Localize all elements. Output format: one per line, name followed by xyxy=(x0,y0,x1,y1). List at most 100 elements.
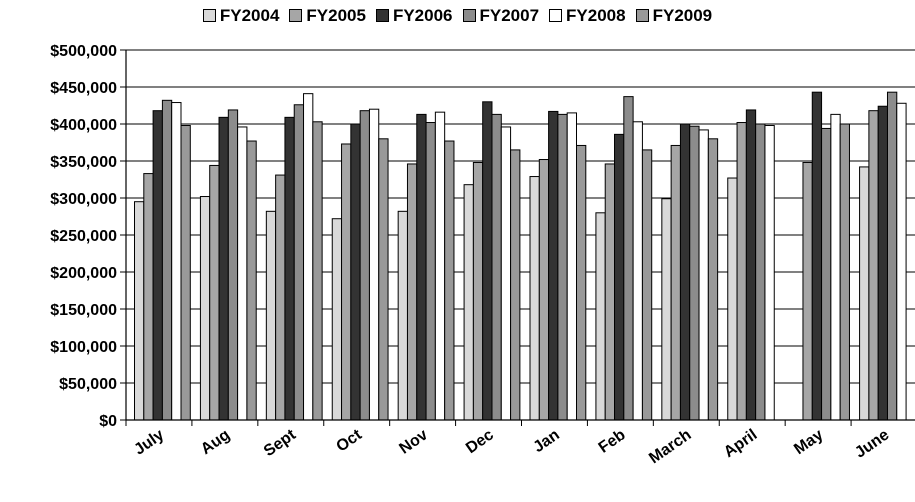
x-tick-label: March xyxy=(646,426,694,467)
legend-item: FY2004 xyxy=(202,6,280,26)
y-tick-label: $200,000 xyxy=(50,265,117,282)
bar xyxy=(548,110,559,421)
bar xyxy=(764,124,775,421)
x-tick-label: Nov xyxy=(396,426,431,457)
bar xyxy=(425,122,436,421)
legend-item: FY2008 xyxy=(549,6,626,26)
bar xyxy=(218,116,229,421)
bar xyxy=(632,121,643,421)
bar xyxy=(472,161,484,421)
bar xyxy=(350,123,361,421)
y-axis-ticks: $0 $50,000 $100,000 $150,000 $200,000 $250,00… xyxy=(50,43,126,430)
bar xyxy=(397,210,408,421)
bar xyxy=(152,110,163,421)
bar xyxy=(341,143,352,421)
legend-swatch xyxy=(462,9,476,22)
bar xyxy=(378,138,389,421)
bar xyxy=(510,149,521,421)
y-tick-label: $300,000 xyxy=(50,191,117,208)
bar xyxy=(482,101,493,421)
y-tick-label: $250,000 xyxy=(50,228,117,245)
bar xyxy=(661,198,672,421)
bar xyxy=(821,127,832,421)
bar xyxy=(811,91,823,421)
bar xyxy=(538,159,550,421)
legend-swatch xyxy=(202,9,216,22)
bar xyxy=(444,140,455,421)
bar xyxy=(180,124,191,421)
x-tick-label: July xyxy=(131,426,167,458)
legend-label: FY2007 xyxy=(479,6,540,25)
bar xyxy=(293,104,305,421)
bar xyxy=(246,140,257,421)
y-tick-label: $450,000 xyxy=(50,80,117,97)
legend-swatch xyxy=(289,9,303,22)
x-tick-label: Oct xyxy=(333,426,365,456)
bar xyxy=(707,138,719,421)
bar xyxy=(406,163,418,421)
y-tick-label: $50,000 xyxy=(59,376,117,393)
bar xyxy=(755,123,766,421)
bar xyxy=(359,110,370,421)
bar xyxy=(529,176,540,421)
x-tick-label: Sept xyxy=(261,426,300,460)
y-tick-label: $100,000 xyxy=(50,339,117,356)
bar xyxy=(500,126,512,421)
bar xyxy=(736,122,747,421)
bar xyxy=(284,116,295,421)
legend-item: FY2006 xyxy=(375,6,453,26)
bar xyxy=(566,112,578,421)
bar xyxy=(134,201,145,421)
x-tick-label: Dec xyxy=(463,426,497,457)
x-tick-label: Feb xyxy=(596,426,629,456)
bar xyxy=(416,113,427,421)
bar xyxy=(463,184,474,421)
bar xyxy=(727,177,738,421)
bar xyxy=(689,125,700,421)
bar xyxy=(745,109,757,421)
bar xyxy=(434,111,446,421)
chart-legend: FY2004 FY2005 FY2006 FY2007 FY2008 FY2009 xyxy=(0,6,915,26)
bar xyxy=(557,113,568,421)
bar xyxy=(614,133,625,421)
bar xyxy=(209,164,220,421)
bar xyxy=(265,210,277,421)
bar xyxy=(368,108,380,421)
x-tick-label: May xyxy=(791,426,826,458)
bar xyxy=(491,113,502,421)
y-tick-label: $0 xyxy=(99,413,117,430)
bar xyxy=(868,110,879,421)
bar xyxy=(171,102,182,421)
bar xyxy=(275,174,286,421)
x-tick-label: April xyxy=(721,426,761,461)
legend-swatch xyxy=(375,9,389,22)
bar xyxy=(303,93,314,421)
x-tick-label: June xyxy=(852,426,892,461)
bar xyxy=(143,173,154,421)
bar xyxy=(830,113,841,421)
legend-label: FY2004 xyxy=(219,6,280,25)
legend-label: FY2005 xyxy=(306,6,366,25)
legend-item: FY2007 xyxy=(462,6,540,26)
bar xyxy=(227,109,239,421)
bar xyxy=(896,102,907,421)
bar xyxy=(576,144,587,421)
legend-swatch xyxy=(549,9,563,22)
y-tick-label: $400,000 xyxy=(50,117,117,134)
x-tick-label: Aug xyxy=(198,426,233,458)
bar xyxy=(698,129,709,421)
bar xyxy=(679,123,691,421)
bar xyxy=(312,121,323,421)
bar xyxy=(641,149,653,421)
bar xyxy=(237,126,248,421)
gridlines xyxy=(126,49,915,384)
y-tick-label: $150,000 xyxy=(50,302,117,319)
legend-label: FY2006 xyxy=(392,6,453,25)
bar xyxy=(604,163,616,421)
x-tick-label: Jan xyxy=(530,426,562,456)
legend-label: FY2008 xyxy=(566,6,626,25)
bar xyxy=(802,161,813,421)
legend-label: FY2009 xyxy=(652,6,713,25)
bar xyxy=(839,123,850,421)
